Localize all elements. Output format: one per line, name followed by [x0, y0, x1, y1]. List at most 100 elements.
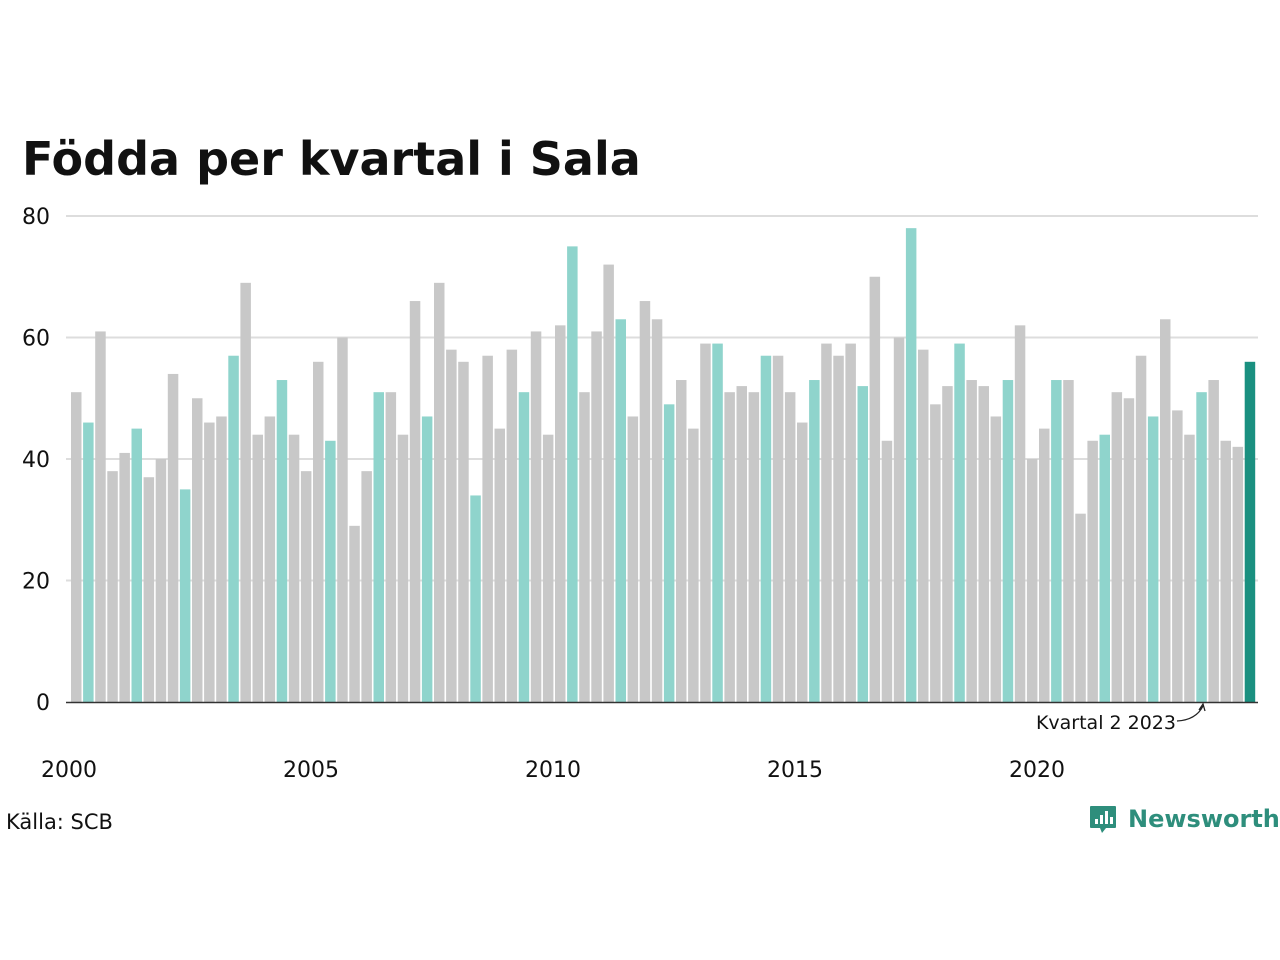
annotation-arrow: [1176, 702, 1206, 722]
bar: [893, 337, 905, 702]
bar: [1135, 355, 1147, 702]
y-tick-label: 0: [36, 691, 50, 716]
bar: [821, 343, 832, 702]
bars: [71, 228, 1256, 702]
bar: [71, 392, 82, 702]
bar: [155, 459, 167, 702]
bar: [143, 477, 155, 702]
bar: [83, 422, 94, 702]
bar: [748, 392, 760, 702]
bar: [288, 434, 300, 702]
bar: [470, 495, 481, 702]
bar: [1232, 446, 1244, 702]
bar: [506, 349, 518, 702]
bar: [700, 343, 711, 702]
bar: [627, 416, 639, 702]
bar: [651, 319, 663, 702]
bar-chart-bubble-icon: [1090, 806, 1116, 833]
x-tick-label: 2000: [41, 758, 97, 783]
bar: [905, 228, 917, 702]
bar: [567, 246, 578, 702]
bar: [1039, 428, 1050, 702]
bar: [167, 373, 179, 702]
bar: [978, 386, 989, 702]
bar: [131, 428, 142, 702]
bar: [252, 434, 263, 702]
bar: [676, 380, 687, 702]
bar: [325, 440, 336, 702]
bar: [954, 343, 965, 702]
y-tick-label: 80: [22, 205, 50, 230]
bar: [530, 331, 542, 702]
bar: [1075, 513, 1086, 702]
bar: [179, 489, 191, 702]
bar: [216, 416, 227, 702]
bar: [446, 349, 457, 702]
bar: [1087, 440, 1098, 702]
chart-title: Födda per kvartal i Sala: [22, 132, 641, 186]
bar: [663, 404, 675, 702]
y-tick-label: 20: [22, 570, 50, 595]
bar: [482, 355, 493, 702]
bar: [784, 392, 796, 702]
bar: [1244, 361, 1256, 702]
bar: [1160, 319, 1171, 702]
source-label: Källa: SCB: [6, 810, 113, 834]
bar: [1123, 398, 1135, 702]
bar: [1147, 416, 1159, 702]
x-tick-label: 2015: [767, 758, 823, 783]
bar: [204, 422, 215, 702]
bar: [579, 392, 590, 702]
bar: [603, 264, 614, 702]
x-tick-label: 2020: [1009, 758, 1065, 783]
bar: [240, 282, 251, 702]
bar: [107, 471, 118, 702]
bar: [458, 361, 469, 702]
bar: [192, 398, 203, 702]
annotation-label: Kvartal 2 2023: [1036, 712, 1176, 734]
bar: [857, 386, 868, 702]
bar: [833, 355, 844, 702]
bar: [300, 471, 312, 702]
bar: [1002, 380, 1014, 702]
brand-logo: Newsworthy: [1088, 804, 1280, 834]
bar: [1026, 459, 1038, 702]
bar: [494, 428, 505, 702]
bar: [409, 301, 421, 702]
bar: [760, 355, 772, 702]
annotation: Kvartal 2 2023: [1036, 702, 1206, 734]
bar: [1208, 380, 1219, 702]
bar: [397, 434, 409, 702]
bar: [555, 325, 566, 702]
bar: [95, 331, 106, 702]
bar: [264, 416, 276, 702]
bar: [942, 386, 953, 702]
x-axis-ticks: 2000 2005 2010 2015 2020: [41, 758, 1065, 783]
bar: [1184, 434, 1195, 702]
bar-chart: 0 20 40 60 80 2000 2005 2010 2015 2020 Kvartal 2…: [22, 205, 1258, 783]
bar: [421, 416, 433, 702]
bar: [772, 355, 784, 702]
y-axis-ticks: 0 20 40 60 80: [22, 205, 50, 716]
bar: [736, 386, 747, 702]
bar: [712, 343, 723, 702]
bar: [542, 434, 554, 702]
bar: [918, 349, 929, 702]
bar: [373, 392, 384, 702]
bar: [337, 337, 348, 702]
y-tick-label: 60: [22, 327, 50, 352]
y-tick-label: 40: [22, 448, 50, 473]
bar: [881, 440, 893, 702]
bar: [1111, 392, 1123, 702]
bar: [228, 355, 239, 702]
bar: [313, 361, 324, 702]
bar: [1099, 434, 1110, 702]
bar: [385, 392, 397, 702]
bar: [1220, 440, 1231, 702]
bar: [639, 301, 651, 702]
bar: [966, 380, 977, 702]
bar: [930, 404, 941, 702]
bar: [869, 276, 881, 702]
bar: [518, 392, 530, 702]
bar: [990, 416, 1002, 702]
